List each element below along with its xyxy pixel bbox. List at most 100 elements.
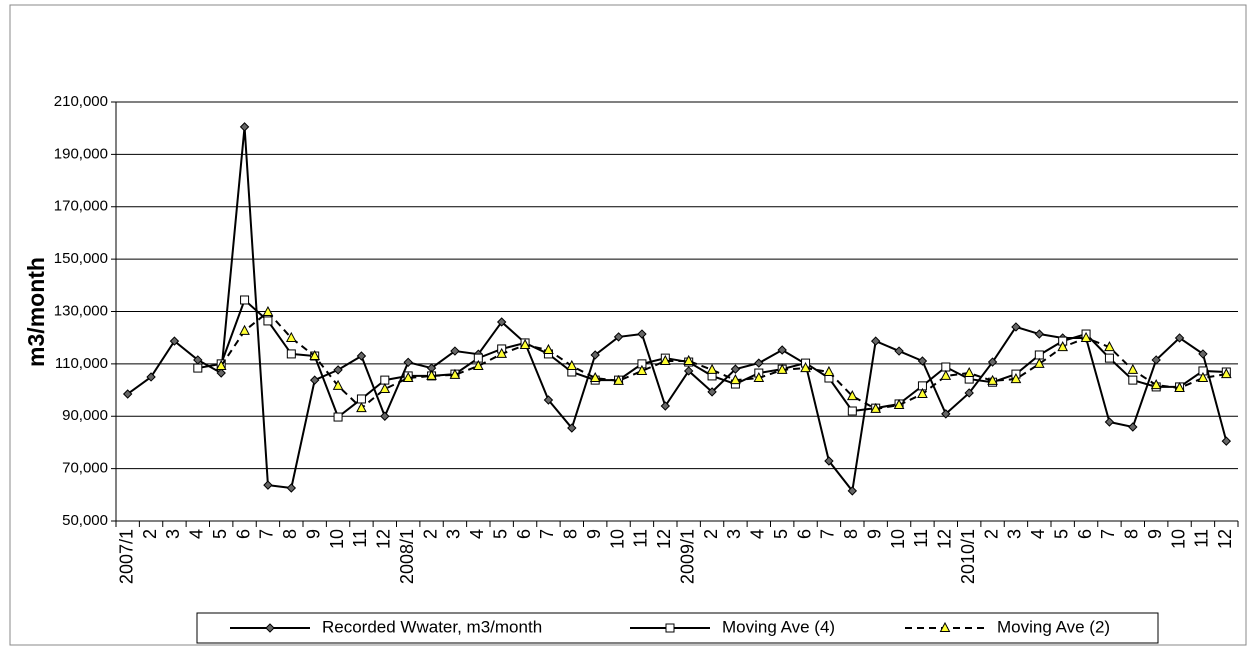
- data-point: [1011, 322, 1021, 332]
- data-point: [1104, 353, 1114, 363]
- x-tick-label: 10: [327, 529, 347, 549]
- legend-marker: [665, 623, 675, 633]
- x-tick-label: 7: [537, 529, 557, 539]
- data-point: [730, 374, 741, 385]
- x-tick-label: 9: [303, 529, 323, 539]
- x-tick-label: 12: [935, 529, 955, 549]
- data-point: [1174, 333, 1185, 343]
- data-point: [286, 483, 297, 493]
- x-tick-label: 7: [818, 529, 838, 539]
- x-tick-label: 12: [374, 529, 394, 549]
- x-tick-label: 3: [163, 529, 183, 539]
- data-point: [941, 409, 951, 419]
- y-axis-title: m3/month: [23, 257, 49, 367]
- data-point: [1174, 381, 1185, 392]
- x-tick-label: 10: [1168, 529, 1188, 549]
- data-point: [706, 363, 718, 374]
- data-point: [239, 122, 250, 132]
- x-tick-label: 7: [257, 529, 277, 539]
- x-tick-label: 4: [467, 529, 487, 539]
- x-tick-label: 12: [1215, 529, 1235, 549]
- data-point: [472, 359, 484, 370]
- x-tick-label: 4: [748, 529, 768, 539]
- x-tick-label: 9: [864, 529, 884, 539]
- x-tick-label: 8: [280, 529, 300, 539]
- data-point: [964, 388, 974, 398]
- data-point: [659, 354, 671, 365]
- y-tick-label: 130,000: [54, 302, 108, 319]
- data-point: [707, 387, 717, 397]
- data-point: [263, 480, 273, 490]
- data-point: [333, 412, 343, 422]
- x-tick-label: 2: [701, 529, 721, 539]
- x-tick-label: 2009/1: [677, 529, 697, 584]
- data-point: [496, 317, 507, 327]
- x-tick-label: 2010/1: [958, 529, 978, 584]
- data-point: [146, 372, 156, 382]
- data-point: [1080, 331, 1092, 342]
- x-tick-label: 5: [771, 529, 791, 539]
- data-point: [356, 402, 367, 413]
- data-point: [589, 371, 601, 383]
- data-point: [380, 411, 390, 421]
- data-point: [870, 402, 882, 413]
- data-point: [754, 358, 764, 368]
- data-point: [1151, 355, 1161, 365]
- x-tick-label: 5: [490, 529, 510, 539]
- data-point: [1104, 341, 1115, 352]
- y-tick-label: 150,000: [54, 250, 108, 267]
- data-point: [1220, 368, 1232, 379]
- y-tick-label: 190,000: [54, 145, 108, 162]
- data-point: [776, 363, 788, 374]
- data-point: [379, 382, 391, 394]
- x-tick-label: 12: [654, 529, 674, 549]
- data-point: [449, 368, 461, 379]
- x-tick-label: 10: [607, 529, 627, 549]
- chart-frame: [9, 4, 1247, 646]
- data-point: [824, 456, 834, 466]
- data-point: [122, 389, 133, 399]
- data-point: [356, 394, 366, 404]
- x-tick-label: 2: [420, 529, 440, 539]
- data-point: [263, 316, 273, 326]
- data-point: [240, 295, 250, 305]
- data-point: [660, 401, 671, 411]
- x-tick-label: 7: [1098, 529, 1118, 539]
- data-point: [613, 374, 624, 385]
- data-point: [309, 375, 320, 385]
- x-tick-label: 10: [888, 529, 908, 549]
- data-point: [1010, 372, 1022, 384]
- data-point: [1057, 341, 1069, 352]
- x-tick-label: 5: [210, 529, 230, 539]
- data-point: [1128, 375, 1138, 385]
- x-tick-label: 8: [1122, 529, 1142, 539]
- data-point: [800, 361, 811, 373]
- data-point: [1150, 379, 1162, 390]
- x-tick-label: 5: [1051, 529, 1071, 539]
- data-point: [613, 332, 624, 342]
- data-point: [309, 349, 321, 361]
- data-point: [1197, 371, 1209, 383]
- y-tick-label: 110,000: [55, 355, 108, 372]
- data-point: [566, 359, 578, 370]
- x-tick-label: 9: [1145, 529, 1165, 539]
- data-point: [683, 366, 694, 376]
- data-point: [963, 366, 975, 378]
- data-point: [1221, 436, 1232, 446]
- data-point: [987, 357, 998, 367]
- x-tick-label: 2: [981, 529, 1001, 539]
- x-tick-label: 4: [1028, 529, 1048, 539]
- data-point: [1128, 422, 1138, 432]
- y-tick-label: 170,000: [54, 198, 108, 215]
- data-point: [286, 349, 296, 359]
- data-point: [753, 371, 765, 383]
- data-point: [450, 346, 460, 356]
- data-point: [193, 363, 203, 373]
- x-tick-label: 2007/1: [116, 529, 136, 584]
- legend-label: Recorded Wwater, m3/month: [322, 617, 542, 636]
- x-tick-label: 3: [1005, 529, 1025, 539]
- data-point: [893, 398, 905, 409]
- data-point: [403, 357, 413, 368]
- data-point: [777, 345, 787, 355]
